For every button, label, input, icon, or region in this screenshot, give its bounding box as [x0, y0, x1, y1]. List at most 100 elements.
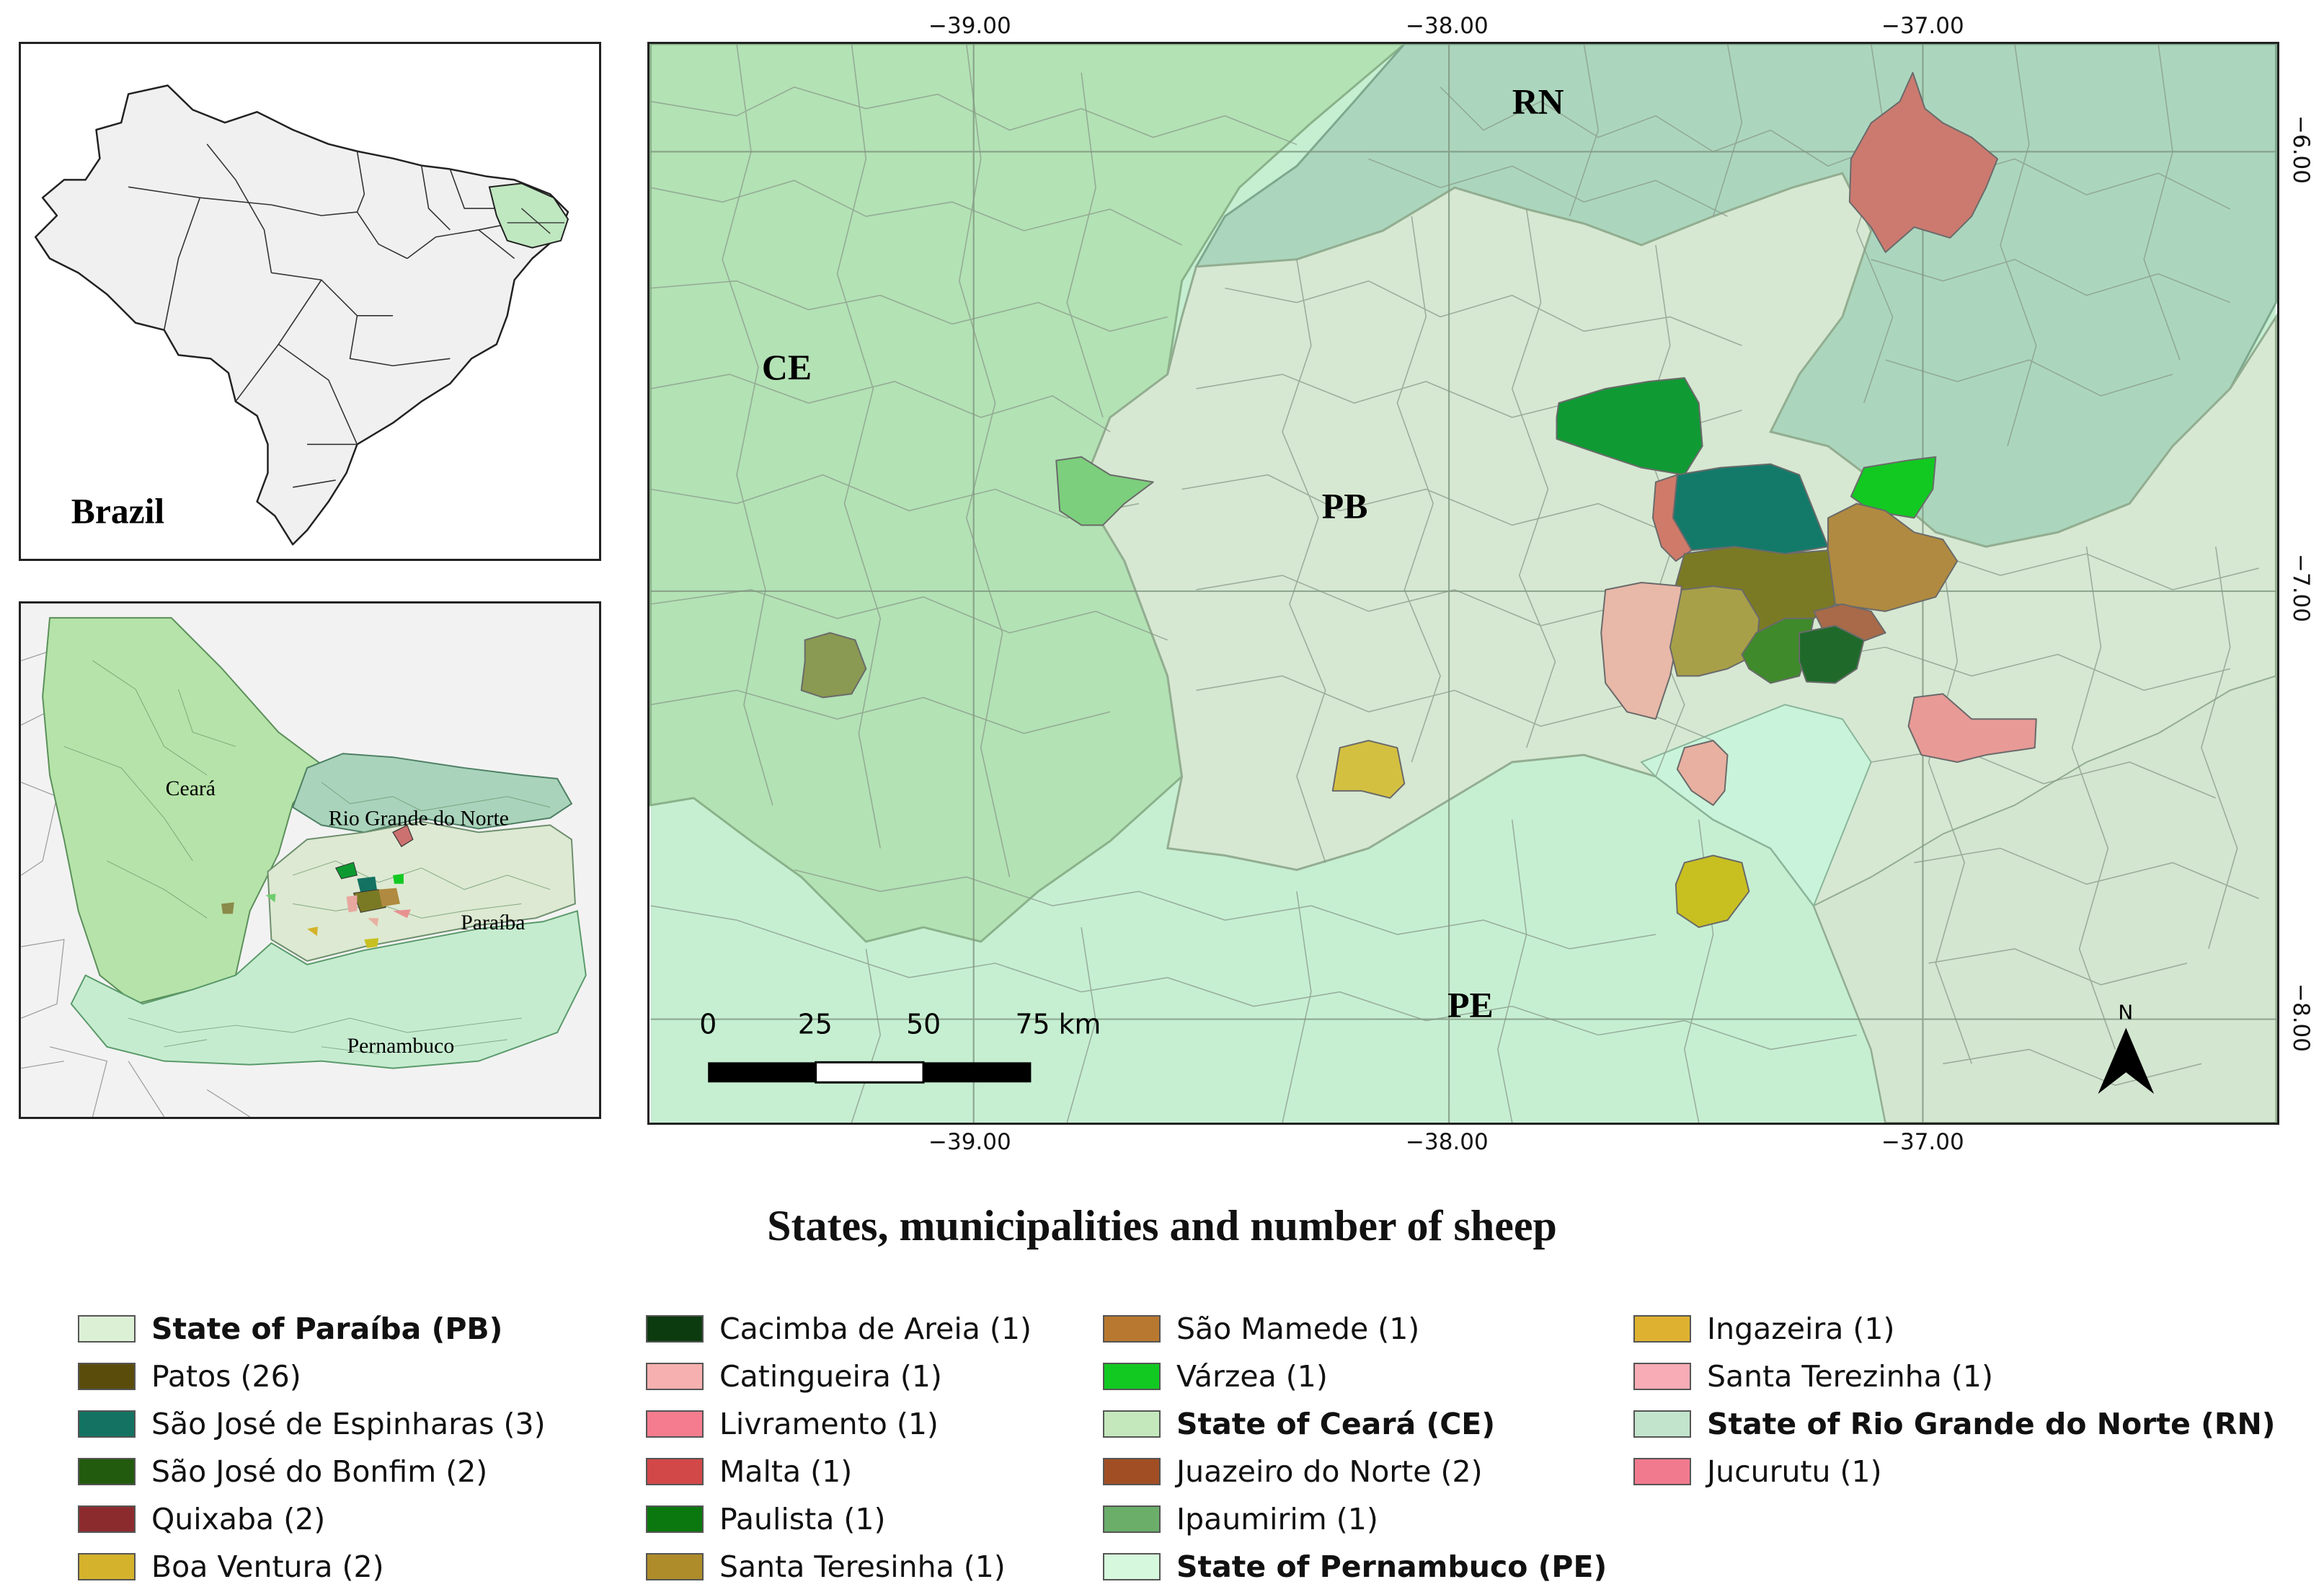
inset-pernambuco [70, 910, 587, 1069]
legend-item: São José de Espinharas (3) [78, 1400, 546, 1448]
brazil-label: Brazil [71, 491, 164, 531]
scale-label-75: 75 km [1015, 1008, 1101, 1040]
legend-item: São José do Bonfim (2) [78, 1448, 546, 1495]
municipality-varzea [1850, 456, 1937, 519]
legend-label: Ingazeira (1) [1707, 1312, 1895, 1346]
legend-item: Ingazeira (1) [1633, 1305, 2276, 1353]
legend-item: Paulista (1) [646, 1495, 1032, 1543]
lon-bottom-37: −37.00 [1881, 1129, 1964, 1155]
legend-label: Patos (26) [151, 1359, 301, 1394]
municipality-ipaumirim [1055, 456, 1154, 526]
brazil-outline: Brazil [34, 84, 569, 546]
municipality-jucurutu [1848, 71, 1999, 253]
legend-label: São José do Bonfim (2) [151, 1454, 488, 1489]
inset-label-rn: Rio Grande do Norte [329, 806, 509, 830]
legend-swatch [646, 1410, 704, 1438]
legend-column: São Mamede (1) Várzea (1) State of Ceará (… [1103, 1305, 1607, 1591]
legend-item: Várzea (1) [1103, 1353, 1607, 1400]
legend-swatch [1103, 1315, 1161, 1343]
lat-8: −8.00 [2288, 983, 2314, 1052]
legend-label: Catingueira (1) [719, 1359, 942, 1394]
legend-column: Cacimba de Areia (1) Catingueira (1) Livra… [646, 1305, 1032, 1591]
legend-label: Jucurutu (1) [1707, 1454, 1882, 1489]
legend-swatch [646, 1315, 704, 1343]
legend-swatch [646, 1553, 704, 1580]
legend-label: Malta (1) [719, 1454, 853, 1489]
legend-swatch [1103, 1410, 1161, 1438]
scale-label-50: 50 [906, 1008, 941, 1040]
legend-label: Juazeiro do Norte (2) [1176, 1454, 1483, 1489]
legend-swatch [78, 1505, 136, 1533]
north-arrow-icon: N [2098, 1001, 2155, 1094]
lon-top-39: −39.00 [928, 13, 1011, 39]
legend-label: Cacimba de Areia (1) [719, 1312, 1032, 1346]
legend-column: State of Paraíba (PB) Patos (26) São José … [78, 1305, 546, 1591]
municipality-livramento [1676, 740, 1729, 806]
legend-swatch [1103, 1505, 1161, 1533]
region-map: Ceará Rio Grande do Norte Paraíba Pernam… [21, 603, 599, 1117]
brazil-country-shape [34, 84, 569, 546]
legend-swatch [78, 1363, 136, 1390]
municipality-santa-teresinha [1669, 585, 1760, 677]
legend-item: State of Paraíba (PB) [78, 1305, 546, 1353]
label-rn: RN [1512, 82, 1564, 122]
legend-item: Quixaba (2) [78, 1495, 546, 1543]
legend-item: Boa Ventura (2) [78, 1543, 546, 1591]
lat-7: −7.00 [2288, 554, 2314, 622]
municipality-santa-terezinha-east [1907, 693, 2037, 764]
legend-swatch [78, 1410, 136, 1438]
legend-label: Boa Ventura (2) [151, 1549, 384, 1584]
legend-label: Santa Terezinha (1) [1707, 1359, 1993, 1394]
legend-item: São Mamede (1) [1103, 1305, 1607, 1353]
north-label: N [2118, 1001, 2133, 1025]
label-ce: CE [762, 348, 812, 387]
legend-item: Ipaumirim (1) [1103, 1495, 1607, 1543]
legend-swatch [78, 1553, 136, 1580]
legend-swatch [78, 1458, 136, 1485]
legend-label: Quixaba (2) [151, 1502, 326, 1536]
legend-label: São José de Espinharas (3) [151, 1407, 546, 1441]
legend-label: State of Paraíba (PB) [151, 1312, 503, 1346]
legend-swatch [1633, 1315, 1691, 1343]
municipality-quixaba [800, 632, 867, 699]
legend-item: Cacimba de Areia (1) [646, 1305, 1032, 1353]
label-pb: PB [1322, 486, 1368, 526]
legend-label: São Mamede (1) [1176, 1312, 1420, 1346]
legend-label: State of Pernambuco (PE) [1176, 1549, 1607, 1584]
municipality-sao-jose-do-bonfim [1741, 617, 1815, 684]
main-map: RN CE PB PE 0 25 50 75 km N [647, 42, 2279, 1125]
legend-item: Santa Terezinha (1) [1633, 1353, 2276, 1400]
municipality-paulista [1556, 377, 1703, 476]
region-inset-map: Ceará Rio Grande do Norte Paraíba Pernam… [19, 601, 601, 1119]
legend-label: State of Rio Grande do Norte (RN) [1707, 1407, 2276, 1441]
legend-swatch [1103, 1363, 1161, 1390]
legend-label: Ipaumirim (1) [1176, 1502, 1378, 1536]
legend-swatch [1633, 1458, 1691, 1485]
lon-bottom-39: −39.00 [928, 1129, 1011, 1155]
scale-label-0: 0 [699, 1008, 717, 1040]
legend-label: Várzea (1) [1176, 1359, 1328, 1394]
legend-swatch [646, 1363, 704, 1390]
legend-swatch [646, 1505, 704, 1533]
lon-top-38: −38.00 [1406, 13, 1489, 39]
legend-column: Ingazeira (1) Santa Terezinha (1) State of… [1633, 1305, 2276, 1495]
municipality-catingueira [1600, 582, 1682, 720]
legend-item: Malta (1) [646, 1448, 1032, 1495]
legend-item: Catingueira (1) [646, 1353, 1032, 1400]
legend-swatch [1103, 1553, 1161, 1580]
legend-item: Patos (26) [78, 1353, 546, 1400]
inset-label-paraiba: Paraíba [461, 911, 525, 934]
legend-swatch [1633, 1363, 1691, 1390]
inset-paraiba [267, 821, 576, 962]
legend-item: State of Rio Grande do Norte (RN) [1633, 1400, 2276, 1448]
lon-bottom-38: −38.00 [1406, 1129, 1489, 1155]
inset-label-ceara: Ceará [166, 777, 216, 800]
lat-6: −6.00 [2288, 115, 2314, 184]
legend-label: State of Ceará (CE) [1176, 1407, 1496, 1441]
legend-swatch [1633, 1410, 1691, 1438]
scale-bar: 0 25 50 75 km [699, 1008, 1101, 1084]
legend-swatch [78, 1315, 136, 1343]
label-pe: PE [1447, 986, 1494, 1025]
legend-item: State of Ceará (CE) [1103, 1400, 1607, 1448]
lon-top-37: −37.00 [1881, 13, 1964, 39]
